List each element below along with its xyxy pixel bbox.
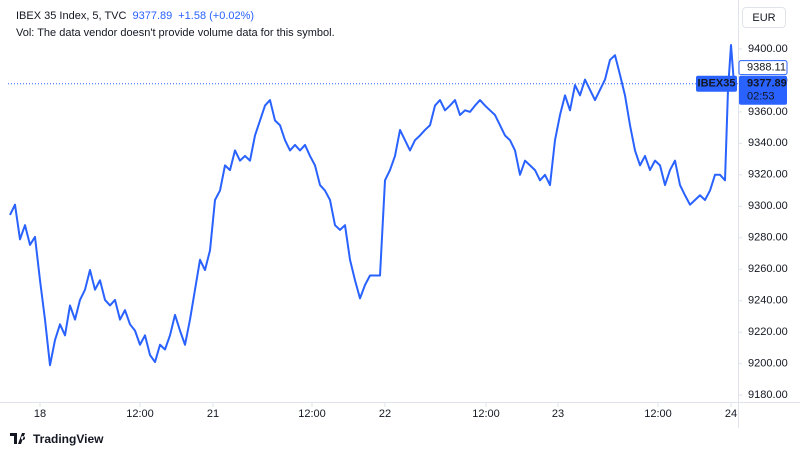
y-tick-label: 9260.00 — [748, 263, 788, 275]
y-tick-label: 9340.00 — [748, 137, 788, 149]
x-tick-label: 12:00 — [644, 408, 672, 420]
y-tick-label: 9240.00 — [748, 295, 788, 307]
brand-name: TradingView — [33, 432, 104, 446]
x-tick-label: 18 — [34, 408, 46, 420]
y-tick-label: 9220.00 — [748, 326, 788, 338]
price-line — [9, 43, 735, 367]
y-tick-label: 9400.00 — [748, 43, 788, 55]
last-price: 9377.89 — [132, 10, 173, 22]
x-tick-label: 12:00 — [298, 408, 326, 420]
y-tick-label: 9280.00 — [748, 232, 788, 244]
y-tick-label: 9300.00 — [748, 200, 788, 212]
x-tick-label: 12:00 — [472, 408, 500, 420]
reference-price-label: 9388.11 — [747, 62, 786, 74]
volume-note: Vol: The data vendor doesn't provide vol… — [16, 27, 335, 39]
x-tick-label: 12:00 — [126, 408, 154, 420]
x-tick-label: 21 — [207, 408, 219, 420]
last-price-box — [739, 75, 787, 105]
y-tick-label: 9360.00 — [748, 106, 788, 118]
symbol-title: IBEX 35 Index, 5, TVC — [16, 10, 127, 22]
header: IBEX 35 Index, 5, TVC 9377.89 +1.58 (+0.02… — [16, 10, 260, 22]
reference-price-box — [738, 60, 788, 76]
last-price-tag: 9377.89 — [747, 78, 787, 90]
x-tick-label: 22 — [379, 408, 391, 420]
x-tick-label: 24 — [725, 408, 737, 420]
symbol-tag: IBEX35 — [698, 78, 736, 90]
y-tick-label: 9180.00 — [748, 389, 788, 401]
y-tick-label: 9320.00 — [748, 169, 788, 181]
logo-icon — [10, 433, 26, 444]
x-tick-label: 23 — [552, 408, 564, 420]
y-tick-label: 9200.00 — [748, 358, 788, 370]
price-change: +1.58 (+0.02%) — [178, 10, 255, 22]
symbol-tag-box — [696, 75, 737, 92]
currency-button[interactable]: EUR — [742, 7, 786, 28]
countdown-tag: 02:53 — [747, 91, 775, 103]
brand-logo: TradingView — [10, 432, 103, 446]
